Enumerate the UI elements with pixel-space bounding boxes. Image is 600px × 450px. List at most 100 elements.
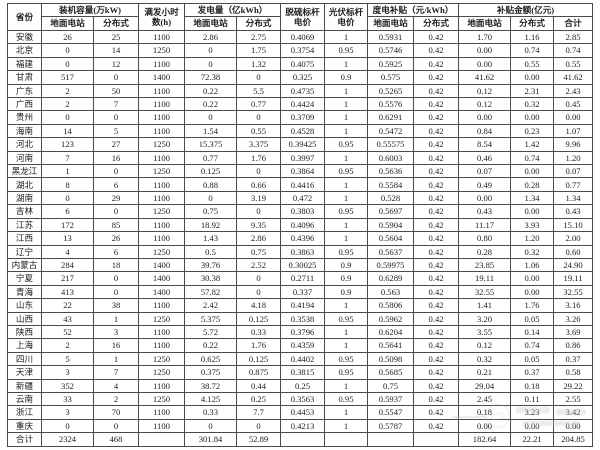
pv-subsidy-table: 省份 装机容量(万kW) 满发小时数(h) 发电量（亿kWh） 脱硫标杆电价 光…	[7, 3, 594, 447]
cell-per_kwh_subsidy_ground: 0.6204	[367, 324, 415, 340]
cell-capacity_ground: 0	[41, 110, 94, 125]
cell-per_kwh_subsidy_distributed: 0.42	[413, 43, 460, 58]
cell-province: 上海	[7, 338, 42, 353]
cell-full_load_hours: 1100	[138, 324, 186, 340]
table-row: 宁夏 217 0 1400 30.38 0 0.2711 0.9 0.6289 0.42 19.11…	[7, 271, 594, 286]
table-row: 广西 2 7 1100 0.22 0.77 0.4424 1 0.5576 0.42 0.12 0.3…	[7, 97, 594, 112]
table-row: 甘肃 517 0 1400 72.38 0 0.325 0.9 0.575 0.42 41.62 0.…	[7, 70, 594, 85]
cell-pv_price: 0.95	[324, 311, 369, 326]
cell-subsidy_amount_distributed: 0.32	[510, 244, 555, 259]
cell-subsidy_amount_distributed: 0.74	[510, 43, 555, 58]
cell-full_load_hours: 1100	[138, 110, 186, 125]
table-row: 河北 123 27 1250 15.375 3.375 0.39425 0.95 0.55575…	[7, 137, 594, 152]
cell-subsidy_amount_ground: 0.12	[458, 83, 512, 99]
cell-subsidy_amount_ground: 0.07	[458, 164, 512, 179]
cell-pv_price: 1	[324, 97, 369, 112]
cell-per_kwh_subsidy_distributed: 0.42	[413, 70, 460, 85]
cell-capacity_distributed: 0	[92, 110, 140, 125]
cell-per_kwh_subsidy_distributed: 0.42	[413, 418, 460, 434]
cell-per_kwh_subsidy_distributed: 0.42	[413, 164, 460, 179]
cell-generation_distributed: 0.55	[236, 123, 282, 139]
cell-capacity_ground: 0	[41, 418, 94, 434]
table-row: 上海 2 16 1100 0.22 1.76 0.4359 1 0.5641 0.42 0.12 0.…	[7, 338, 594, 353]
cell-per_kwh_subsidy_ground: 0.5637	[367, 244, 415, 259]
cell-subsidy_amount_distributed: 1.20	[510, 231, 555, 246]
cell-per_kwh_subsidy_ground: 0.528	[367, 190, 415, 206]
cell-capacity_distributed: 6	[92, 177, 140, 192]
cell-generation_distributed: 0	[236, 284, 282, 300]
cell-generation_ground: 0.125	[184, 164, 238, 179]
cell-generation_ground: 0	[184, 110, 238, 125]
table-row: 山东 22 38 1100 2.42 4.18 0.4194 1 0.5806 0.42 1.41 1…	[7, 298, 594, 313]
cell-capacity_distributed: 29	[92, 190, 140, 206]
cell-generation_ground: 4.125	[184, 391, 238, 407]
cell-capacity_ground: 123	[41, 137, 94, 152]
cell-desulfurization_price: 0.4069	[280, 29, 326, 45]
cell-capacity_distributed: 38	[92, 298, 140, 313]
cell-generation_distributed: 0.33	[236, 324, 282, 340]
cell-subsidy_amount_ground: 0.32	[458, 351, 512, 367]
cell-per_kwh_subsidy_distributed: 0.42	[413, 204, 460, 219]
cell-pv_price: 0.95	[324, 137, 369, 152]
cell-per_kwh_subsidy_ground: 0.75	[367, 378, 415, 393]
table-row: 新疆 352 4 1100 38.72 0.44 0.25 1 0.75 0.42 29.04 0.1…	[7, 378, 594, 393]
table-row: 北京 0 14 1250 0 1.75 0.3754 0.95 0.5746 0.42 0.00 0.…	[7, 43, 594, 58]
cell-generation_ground: 57.82	[184, 284, 238, 300]
cell-generation_distributed: 0.25	[236, 391, 282, 407]
col-header-capacity-group: 装机容量(万kW)	[40, 3, 140, 17]
cell-full_load_hours: 1250	[138, 311, 186, 326]
sub-header-generation-ground: 地面电站	[184, 16, 238, 31]
cell-capacity_distributed: 12	[92, 56, 140, 72]
cell-generation_distributed: 0	[236, 271, 282, 286]
cell-capacity_ground: 0	[41, 56, 94, 72]
cell-subsidy_amount_distributed: 0.18	[510, 378, 555, 393]
cell-subsidy_amount_ground: 2.45	[458, 391, 512, 407]
cell-per_kwh_subsidy_distributed: 0.42	[413, 217, 460, 233]
table-row: 青海 413 0 1400 57.82 0 0.337 0.9 0.563 0.42 32.55 0.…	[7, 284, 594, 300]
cell-subsidy_amount_total: 0.58	[553, 365, 594, 380]
cell-pv_price: 1	[324, 29, 369, 45]
cell-pv_price: 0.95	[324, 391, 369, 407]
cell-per_kwh_subsidy_distributed: 0.42	[413, 338, 460, 353]
cell-full_load_hours: 1400	[138, 70, 186, 85]
cell-generation_distributed: 0.77	[236, 97, 282, 112]
cell-generation_distributed: 0.125	[236, 311, 282, 326]
table-row: 辽宁 4 6 1250 0.5 0.75 0.3863 0.95 0.5637 0.42 0.28 0…	[7, 244, 594, 259]
cell-desulfurization_price: 0.4402	[280, 351, 326, 367]
cell-desulfurization_price: 0.325	[280, 70, 326, 85]
cell-province: 安徽	[7, 29, 42, 45]
cell-per_kwh_subsidy_ground: 0.5685	[367, 365, 415, 380]
cell-generation_distributed: 1.76	[236, 338, 282, 353]
cell-full_load_hours: 1100	[138, 231, 186, 246]
cell-subsidy_amount_total: 2.55	[553, 391, 594, 407]
cell-per_kwh_subsidy_ground: 0.5547	[367, 405, 415, 420]
cell-per_kwh_subsidy_ground: 0.563	[367, 284, 415, 300]
cell-generation_ground: 30.38	[184, 271, 238, 286]
cell-per_kwh_subsidy_distributed: 0.42	[413, 257, 460, 273]
cell-subsidy_amount_total: 0.86	[553, 338, 594, 353]
cell-subsidy_amount_ground: 29.04	[458, 378, 512, 393]
cell-subsidy_amount_distributed: 0.00	[510, 284, 555, 300]
cell-pv_price: 1	[324, 338, 369, 353]
cell-province: 河南	[7, 150, 42, 166]
sub-header-subsidy-amount-distributed: 分布式	[510, 16, 555, 31]
cell-subsidy_amount_ground: 11.17	[458, 217, 512, 233]
cell-per_kwh_subsidy_ground: 0.5636	[367, 164, 415, 179]
cell-subsidy_amount_distributed: 22.21	[510, 432, 555, 447]
cell-generation_ground: 39.76	[184, 257, 238, 273]
cell-province: 吉林	[7, 204, 42, 219]
cell-full_load_hours: 1250	[138, 137, 186, 152]
cell-subsidy_amount_distributed: 0.32	[510, 97, 555, 112]
cell-per_kwh_subsidy_ground: 0.5962	[367, 311, 415, 326]
cell-full_load_hours: 1250	[138, 164, 186, 179]
cell-generation_ground: 0.5	[184, 244, 238, 259]
cell-per_kwh_subsidy_distributed: 0.42	[413, 324, 460, 340]
cell-pv_price: 1	[324, 177, 369, 192]
cell-per_kwh_subsidy_distributed: 0.42	[413, 56, 460, 72]
cell-full_load_hours: 1250	[138, 391, 186, 407]
cell-full_load_hours: 1100	[138, 338, 186, 353]
cell-per_kwh_subsidy_distributed: 0.42	[413, 311, 460, 326]
cell-generation_distributed: 0.66	[236, 177, 282, 192]
cell-generation_distributed: 52.89	[236, 432, 282, 447]
cell-per_kwh_subsidy_ground: 0.5931	[367, 29, 415, 45]
